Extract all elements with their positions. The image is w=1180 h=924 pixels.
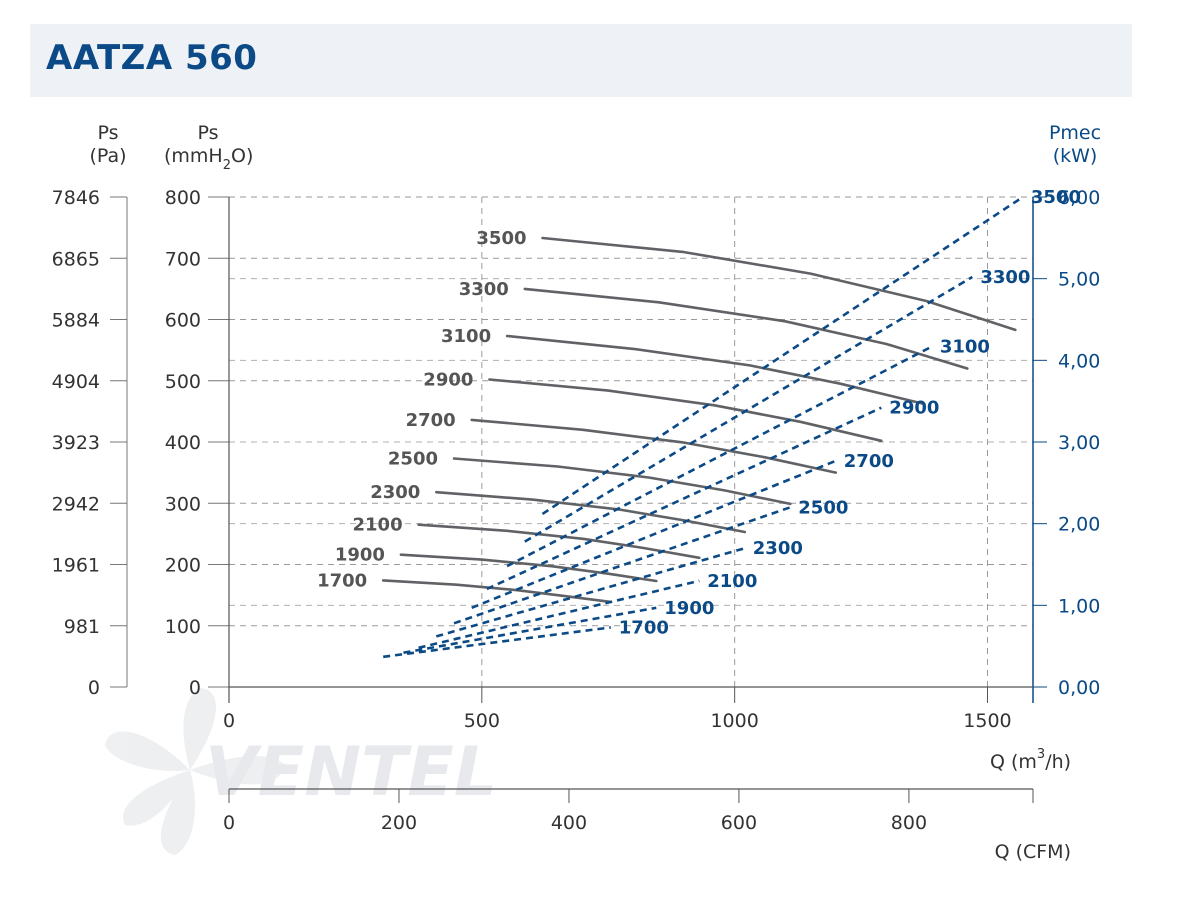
q-m3h-axis-label: Q (m3/h) <box>990 747 1071 773</box>
pressure-curves: 3500 3300 3100 2900 2700 2500 2300 2100 1900 1700 <box>317 228 1017 604</box>
power-curve-label-2300: 2300 <box>753 538 803 559</box>
mmh2o-tick-label: 600 <box>165 310 201 332</box>
power-curve-2300 <box>435 546 746 638</box>
cfm-tick-label: 0 <box>223 812 235 834</box>
power-curve-label-3100: 3100 <box>940 336 990 357</box>
pressure-curve-label-3300: 3300 <box>459 279 509 300</box>
pa-tick-label: 4904 <box>52 371 100 393</box>
pmec-label-line2: (kW) <box>1053 145 1098 167</box>
kw-tick-label: 0,00 <box>1058 677 1100 699</box>
axis-labels: Ps (Pa) Ps (mmH2O) Pmec (kW) Q (m3/h) Q … <box>89 122 1101 863</box>
q-m3h-close: /h) <box>1045 751 1071 773</box>
pressure-curve-1900 <box>399 553 658 583</box>
pressure-curve-label-2900: 2900 <box>423 370 473 391</box>
pressure-curve-label-1900: 1900 <box>335 545 385 566</box>
kw-tick-label: 3,00 <box>1058 432 1100 454</box>
power-curve-label-3300: 3300 <box>980 267 1030 288</box>
power-curve-label-1700: 1700 <box>619 617 669 638</box>
m3h-tick-label: 0 <box>223 710 235 732</box>
title-bar: AATZA 560 <box>30 24 1132 97</box>
power-curve-3100 <box>506 345 933 568</box>
page-title: AATZA 560 <box>46 38 258 78</box>
power-curve-label-3500: 3500 <box>1031 187 1081 208</box>
m3h-tick-label: 500 <box>464 710 500 732</box>
power-curve-2500 <box>453 506 791 625</box>
cfm-tick-label: 800 <box>891 812 927 834</box>
ventel-logo-text: VENTEL <box>205 733 497 812</box>
mmh2o-tick-label: 0 <box>189 677 201 699</box>
pressure-curve-label-2100: 2100 <box>353 515 403 536</box>
ps-mmh2o-unit: (mmH <box>164 145 223 167</box>
pressure-curve-label-2700: 2700 <box>406 410 456 431</box>
power-curve-3300 <box>524 275 973 543</box>
q-m3h-unit: Q (m <box>990 751 1037 773</box>
power-curve-label-2500: 2500 <box>798 497 848 518</box>
cfm-tick-label: 400 <box>551 812 587 834</box>
cfm-tick-label: 600 <box>721 812 757 834</box>
ps-mmh2o-label-line2: (mmH2O) <box>164 145 253 173</box>
ps-pa-label-line1: Ps <box>97 122 118 144</box>
mmh2o-tick-label: 700 <box>165 248 201 270</box>
mmh2o-tick-label: 200 <box>165 555 201 577</box>
power-curve-1700 <box>383 626 611 659</box>
q-cfm-axis-label: Q (CFM) <box>995 841 1071 863</box>
power-curve-1900 <box>403 606 657 654</box>
power-curve-label-2700: 2700 <box>844 451 894 472</box>
pressure-curve-label-3100: 3100 <box>441 326 491 347</box>
power-curve-label-2900: 2900 <box>889 398 939 419</box>
pressure-curve-2700 <box>470 418 838 474</box>
pa-tick-label: 6865 <box>52 248 100 270</box>
pressure-curve-label-2500: 2500 <box>388 449 438 470</box>
grid-lines <box>229 196 1033 687</box>
pressure-curve-label-2300: 2300 <box>370 482 420 503</box>
pmec-label-line1: Pmec <box>1049 122 1101 144</box>
kw-tick-label: 2,00 <box>1058 514 1100 536</box>
power-curve-2100 <box>418 579 700 650</box>
ps-mmh2o-subscript: 2 <box>223 158 231 173</box>
cfm-tick-label: 200 <box>381 812 417 834</box>
pressure-curve-label-3500: 3500 <box>476 228 526 249</box>
mmh2o-tick-label: 100 <box>165 616 201 638</box>
pressure-curve-3500 <box>541 236 1017 332</box>
mmh2o-tick-label: 800 <box>165 187 201 209</box>
pressure-curve-2300 <box>435 490 747 534</box>
pa-tick-label: 1961 <box>52 555 100 577</box>
ps-mmh2o-label-line1: Ps <box>197 122 218 144</box>
pressure-curve-2100 <box>417 523 701 560</box>
pressure-curve-label-1700: 1700 <box>317 570 367 591</box>
pa-tick-label: 3923 <box>52 432 100 454</box>
pa-tick-label: 7846 <box>52 187 100 209</box>
pressure-curve-2900 <box>488 378 883 443</box>
power-curve-label-2100: 2100 <box>707 571 757 592</box>
ps-pa-label-line2: (Pa) <box>89 145 126 167</box>
pa-tick-label: 0 <box>88 677 100 699</box>
m3h-tick-label: 1000 <box>710 710 758 732</box>
mmh2o-tick-label: 300 <box>165 493 201 515</box>
fan-blade-icon <box>105 688 285 855</box>
kw-tick-label: 5,00 <box>1058 269 1100 291</box>
ps-mmh2o-close: O) <box>231 145 253 167</box>
pa-tick-label: 2942 <box>52 493 100 515</box>
m3h-tick-label: 1500 <box>963 710 1011 732</box>
kw-tick-label: 1,00 <box>1058 595 1100 617</box>
q-m3h-superscript: 3 <box>1037 747 1045 762</box>
pressure-curve-3100 <box>505 334 926 406</box>
kw-tick-label: 6,00 <box>1058 187 1100 209</box>
pressure-curve-2500 <box>452 457 792 506</box>
power-curve-2700 <box>471 459 837 610</box>
mmh2o-tick-label: 500 <box>165 371 201 393</box>
power-curve-label-1900: 1900 <box>664 598 714 619</box>
pressure-curve-3300 <box>523 287 969 370</box>
mmh2o-tick-label: 400 <box>165 432 201 454</box>
kw-tick-label: 4,00 <box>1058 350 1100 372</box>
ventel-watermark: VENTEL <box>105 688 497 855</box>
pa-tick-label: 5884 <box>52 310 100 332</box>
power-curve-2900 <box>486 406 882 591</box>
pa-tick-label: 981 <box>64 616 100 638</box>
